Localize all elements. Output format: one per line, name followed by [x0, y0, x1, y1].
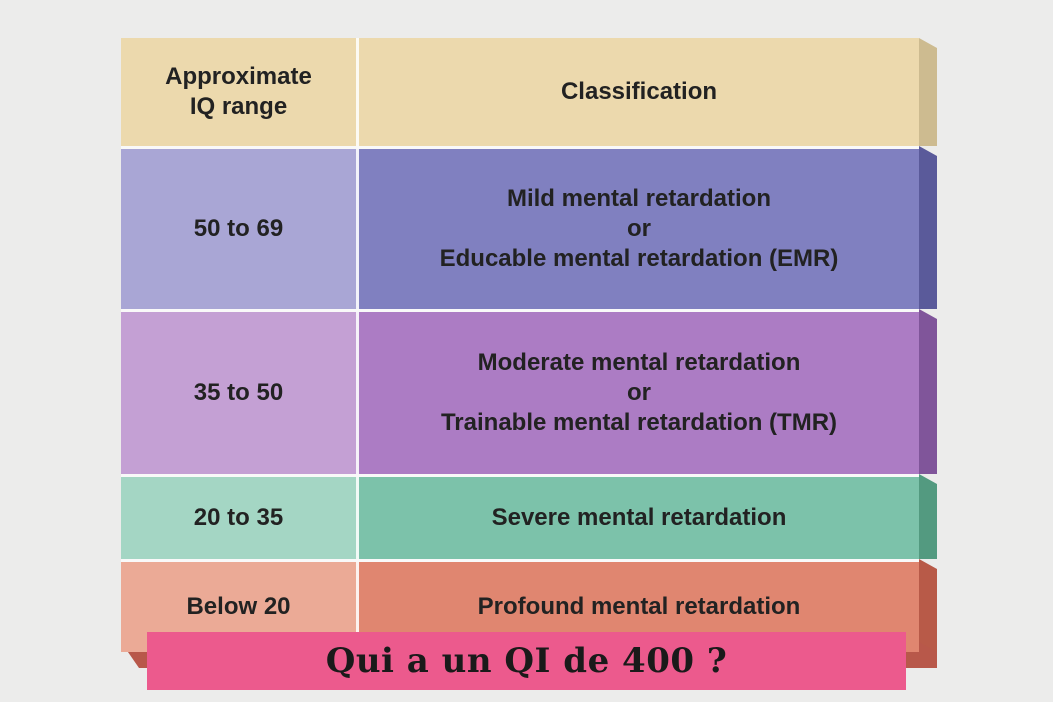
classification-line: Severe mental retardation: [491, 504, 787, 531]
row-range: 35 to 50: [193, 379, 284, 406]
row-range: Below 20: [186, 593, 291, 620]
header-range-line1: Approximate: [165, 63, 312, 90]
classification-line: Educable mental retardation (EMR): [439, 245, 839, 272]
classification-or: or: [627, 379, 651, 406]
row-range-cell: 35 to 50: [121, 312, 359, 474]
header-classification: Classification: [359, 38, 919, 146]
side-seg-moderate: [919, 309, 937, 474]
classification-line: Trainable mental retardation (TMR): [440, 409, 838, 436]
row-classification-cell: Severe mental retardation: [359, 477, 919, 559]
banner-text: Qui a un QI de 400 ?: [325, 641, 728, 681]
header-range-line2: IQ range: [189, 93, 288, 120]
side-seg-severe: [919, 474, 937, 559]
row-range-cell: 20 to 35: [121, 477, 359, 559]
classification-line: Moderate mental retardation: [477, 349, 801, 376]
header-classification-label: Classification: [560, 78, 718, 105]
classification-or: or: [627, 215, 651, 242]
side-seg-header: [919, 38, 937, 146]
row-classification-cell: Mild mental retardation or Educable ment…: [359, 149, 919, 309]
row-range: 20 to 35: [193, 504, 284, 531]
table-row: 35 to 50 Moderate mental retardation or …: [121, 309, 919, 474]
table-row: 50 to 69 Mild mental retardation or Educ…: [121, 146, 919, 309]
header-iq-range: Approximate IQ range: [121, 38, 359, 146]
row-range-cell: 50 to 69: [121, 149, 359, 309]
side-seg-profound: [919, 559, 937, 652]
table-row: 20 to 35 Severe mental retardation: [121, 474, 919, 559]
row-range: 50 to 69: [193, 215, 284, 242]
row-classification-cell: Moderate mental retardation or Trainable…: [359, 312, 919, 474]
side-seg-mild: [919, 146, 937, 309]
classification-line: Profound mental retardation: [477, 593, 801, 620]
classification-line: Mild mental retardation: [506, 185, 772, 212]
caption-banner: Qui a un QI de 400 ?: [147, 632, 906, 690]
table-side-face: [919, 38, 937, 652]
table-header-row: Approximate IQ range Classification: [121, 38, 919, 146]
iq-classification-table: Approximate IQ range Classification 50 t…: [121, 38, 937, 668]
